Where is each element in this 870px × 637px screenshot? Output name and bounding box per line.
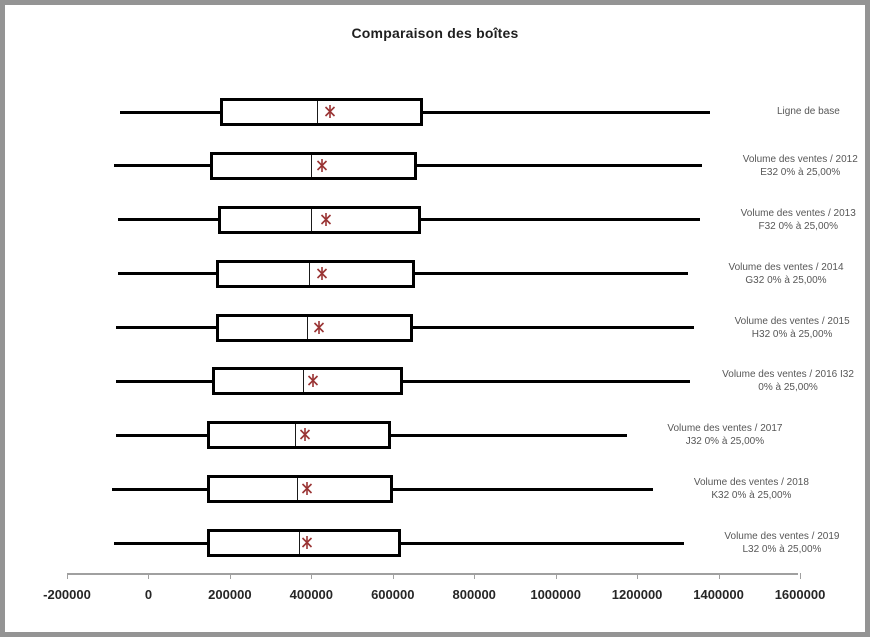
boxplot-box [207,529,401,557]
boxplot-box [209,151,418,180]
boxplot-mean-asterisk-icon [301,535,313,555]
boxplot-mean-asterisk-icon [299,427,311,447]
x-axis-tick [229,573,231,579]
series-label-line: Volume des ventes / 2018 [693,477,809,489]
boxplot-box [215,259,416,288]
x-axis-tick [67,573,68,579]
x-axis-tick [800,573,801,579]
series-label: Volume des ventes / 2012 E32 0% à 25,00% [712,153,865,179]
boxplot-median [311,208,313,231]
x-axis-tick-label: 1200000 [611,587,663,602]
series-label-line: G32 0% à 25,00% [745,274,827,286]
series-label: Volume des ventes / 2016 I32 0% à 25,00% [700,368,865,394]
boxplot-median [295,424,297,447]
plot-area: Ligne de base Volume des ventes / 2012 E32… [5,5,865,632]
x-axis-tick-label: 1600000 [774,587,826,602]
x-axis-line [67,573,798,575]
series-label-line: Ligne de base [776,106,840,117]
x-axis-tick-label: 1400000 [693,587,744,602]
x-axis-tick-label: 1000000 [530,587,581,602]
boxplot-box [211,367,403,396]
boxplot-median [309,262,311,285]
boxplot-median [303,370,305,393]
boxplot-box [207,475,393,504]
x-axis-tick-label: 0 [144,587,153,602]
boxplot-box [215,313,414,342]
series-label-line: E32 0% à 25,00% [760,166,841,178]
boxplot-mean-asterisk-icon [307,373,319,393]
boxplot-mean-asterisk-icon [316,158,328,178]
series-label-line: Volume des ventes / 2019 [724,531,840,542]
boxplot-mean-asterisk-icon [324,104,336,124]
series-label-line: Volume des ventes / 2012 [742,153,858,165]
series-label-line: Volume des ventes / 2014 [728,261,844,273]
boxplot-median [297,478,299,501]
boxplot-mean-asterisk-icon [316,266,328,286]
series-label: Volume des ventes / 2013 F32 0% à 25,00% [710,207,865,233]
series-label: Volume des ventes / 2018 K32 0% à 25,00% [663,476,839,502]
boxplot-mean-asterisk-icon [313,320,325,340]
x-axis-tick-label: -200000 [43,587,91,602]
series-label: Volume des ventes / 2014 G32 0% à 25,00% [698,261,865,287]
series-label-line: F32 0% à 25,00% [758,220,838,232]
series-label-line: J32 0% à 25,00% [685,436,765,448]
boxplot-median [317,101,319,123]
series-label-line: Volume des ventes / 2016 I32 [722,369,854,381]
x-axis-tick [637,573,639,579]
x-axis-tick [474,573,476,579]
series-label-line: K32 0% à 25,00% [711,490,792,502]
x-axis-tick-label: 200000 [208,587,252,602]
boxplot-median [311,154,313,177]
x-axis-tick [148,573,150,579]
series-label: Volume des ventes / 2017 J32 0% à 25,00% [637,422,813,448]
boxplot-mean-asterisk-icon [301,481,313,501]
x-axis-tick-label: 600000 [371,587,415,602]
boxplot-box [219,98,424,126]
boxplot-box [217,205,422,234]
x-axis-tick [392,573,394,579]
boxplot-median [299,532,301,554]
boxplot-box [207,421,391,450]
series-label-line: Volume des ventes / 2013 [740,207,856,219]
chart-title: Comparaison des boîtes [351,25,519,41]
series-label: Volume des ventes / 2015 H32 0% à 25,00% [704,315,865,341]
series-label-line: 0% à 25,00% [758,382,818,394]
x-axis-tick-label: 800000 [452,587,496,602]
boxplot-median [307,316,309,339]
boxplot-mean-asterisk-icon [320,212,332,232]
series-label-line: L32 0% à 25,00% [742,544,822,555]
series-label: Volume des ventes / 2019 L32 0% à 25,00% [694,530,865,556]
series-label: Ligne de base [720,105,865,118]
x-axis-tick-label: 400000 [289,587,334,602]
x-axis-tick [718,573,720,579]
series-label-line: Volume des ventes / 2017 [667,423,783,435]
x-axis-tick [311,573,313,579]
series-label-line: Volume des ventes / 2015 [734,315,850,327]
series-label-line: H32 0% à 25,00% [751,328,833,340]
x-axis-tick [555,573,557,579]
